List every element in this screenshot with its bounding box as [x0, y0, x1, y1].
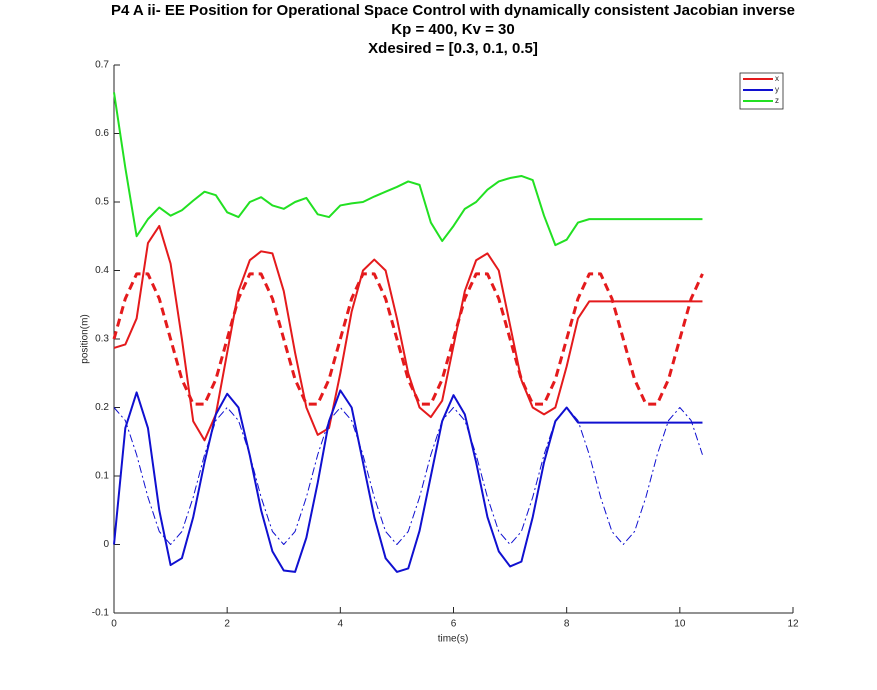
- y-tick-label: 0.3: [95, 334, 109, 345]
- y-tick-label: 0.4: [95, 265, 109, 276]
- y-tick-label: 0.6: [95, 128, 109, 139]
- series-line: [112, 272, 704, 406]
- legend-label: y: [775, 85, 779, 94]
- chart-title: P4 A ii- EE Position for Operational Spa…: [111, 2, 795, 19]
- series-line: [113, 224, 703, 442]
- series-line: [113, 389, 703, 573]
- legend-label: x: [775, 74, 779, 83]
- legend-label: z: [775, 96, 779, 105]
- y-tick-label: 0.1: [95, 471, 109, 482]
- x-axis-label: time(s): [438, 634, 469, 645]
- chart-subtitle: Kp = 400, Kv = 30: [391, 21, 514, 38]
- x-tick-label: 6: [451, 619, 457, 630]
- x-tick-label: 8: [564, 619, 570, 630]
- y-axis-label: position(m): [80, 314, 91, 363]
- x-tick-label: 10: [674, 619, 686, 630]
- y-tick-label: -0.1: [92, 608, 110, 619]
- chart-subtitle: Xdesired = [0.3, 0.1, 0.5]: [368, 40, 538, 57]
- y-tick-label: 0.7: [95, 60, 109, 71]
- y-tick-label: 0.5: [95, 197, 109, 208]
- series-line: [113, 92, 703, 247]
- y-tick-label: 0: [103, 539, 109, 550]
- x-tick-label: 0: [111, 619, 117, 630]
- y-tick-label: 0.2: [95, 402, 109, 413]
- series-line: [113, 407, 703, 545]
- x-tick-label: 12: [787, 619, 799, 630]
- x-tick-label: 4: [338, 619, 344, 630]
- x-tick-label: 2: [224, 619, 230, 630]
